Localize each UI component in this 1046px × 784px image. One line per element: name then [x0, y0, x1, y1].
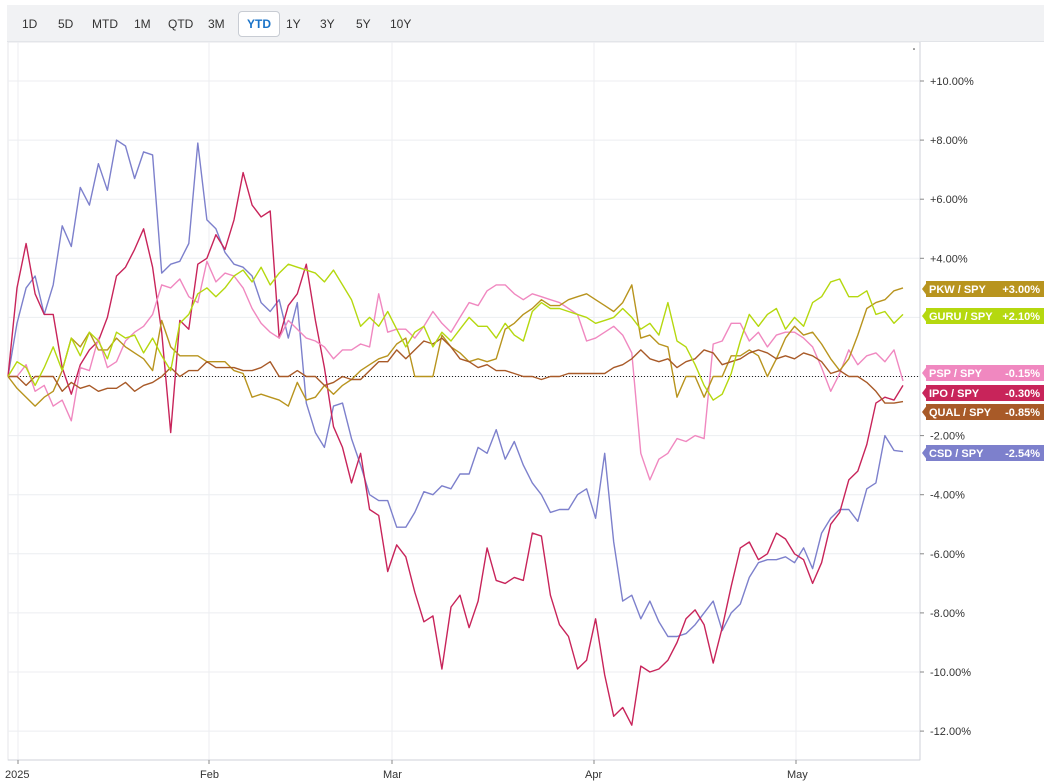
series-lines [7, 139, 904, 726]
y-tick-label: -2.00% [930, 431, 965, 443]
tag-background [926, 385, 1044, 401]
y-tick-label: +10.00% [930, 76, 974, 88]
y-tick-label: -6.00% [930, 549, 965, 561]
tag-ticker: CSD / SPY [929, 448, 984, 460]
tag-background [926, 445, 1044, 461]
series-line-quality [8, 337, 904, 404]
last-value-tags: GURU / SPY +2.10% IPO / SPY -0.30% PKW / SPY… [922, 281, 1044, 461]
tag-value: -0.30% [1005, 388, 1040, 400]
tag-ticker: PSP / SPY [929, 368, 983, 380]
range-button-qtd[interactable]: QTD [168, 17, 194, 31]
y-tick-label: -4.00% [930, 490, 965, 502]
axis-top-dot [913, 48, 915, 50]
tag-background [926, 365, 1044, 381]
x-tick-label: Apr [585, 769, 602, 781]
value-tag-private-equity: PSP / SPY -0.15% [922, 365, 1044, 381]
y-tick-label: -10.00% [930, 667, 971, 679]
tag-value: +2.10% [1002, 311, 1040, 323]
y-tick-label: -12.00% [930, 726, 971, 738]
range-button-3y[interactable]: 3Y [320, 17, 335, 31]
tag-value: -0.15% [1005, 368, 1040, 380]
tag-background [926, 308, 1044, 324]
x-tick-label: May [787, 769, 808, 781]
tag-value: +3.00% [1002, 284, 1040, 296]
value-tag-buybacks: PKW / SPY +3.00% [922, 281, 1044, 297]
range-selector-bar: 1D 5D MTD 1M QTD 3M YTD 1Y 3Y 5Y 10Y [7, 5, 1044, 42]
x-tick-label: Mar [383, 769, 402, 781]
y-tick-label: +6.00% [930, 194, 968, 206]
value-tag-ipos: IPO / SPY -0.30% [922, 385, 1044, 401]
x-axis: 2025 Feb Mar Apr May [5, 759, 920, 781]
range-button-1y[interactable]: 1Y [286, 17, 301, 31]
y-tick-label: +4.00% [930, 253, 968, 265]
range-button-5d[interactable]: 5D [58, 17, 74, 31]
value-tag-quality: QUAL / SPY -0.85% [922, 404, 1044, 420]
range-button-10y[interactable]: 10Y [390, 17, 412, 31]
range-button-ytd[interactable]: YTD [238, 11, 280, 37]
tag-ticker: GURU / SPY [929, 311, 993, 323]
tag-background [926, 404, 1044, 420]
y-axis: +10.00% +8.00% +6.00% +4.00% -2.00% -4.00% -6.… [913, 42, 974, 760]
tag-value: -0.85% [1005, 407, 1040, 419]
series-line-private-equity [8, 260, 904, 481]
plot-area [7, 41, 921, 761]
range-button-1d[interactable]: 1D [22, 17, 38, 31]
range-button-3m[interactable]: 3M [208, 17, 225, 31]
tag-value: -2.54% [1005, 448, 1040, 460]
value-tag-hedge-funds: GURU / SPY +2.10% [922, 308, 1044, 324]
range-button-1m[interactable]: 1M [134, 17, 151, 31]
y-tick-label: +8.00% [930, 135, 968, 147]
tag-ticker: IPO / SPY [929, 388, 980, 400]
x-tick-label: 2025 [5, 769, 29, 781]
tag-ticker: QUAL / SPY [929, 407, 992, 419]
series-line-spin-offs [7, 139, 904, 638]
range-button-5y[interactable]: 5Y [356, 17, 371, 31]
chart-grid [7, 41, 921, 761]
tag-background [926, 281, 1044, 297]
tag-ticker: PKW / SPY [929, 284, 987, 296]
y-tick-label: -8.00% [930, 608, 965, 620]
series-line-hedge-funds [7, 263, 904, 401]
x-tick-label: Feb [200, 769, 219, 781]
value-tag-spin-offs: CSD / SPY -2.54% [922, 445, 1044, 461]
range-button-mtd[interactable]: MTD [92, 17, 118, 31]
